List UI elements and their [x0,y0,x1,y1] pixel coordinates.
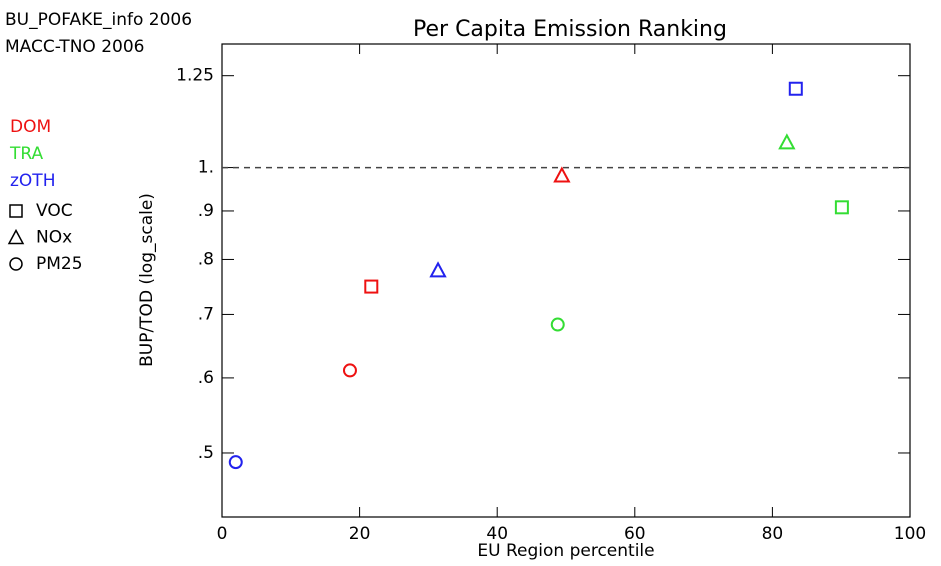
x-tick-label: 20 [349,524,371,544]
legend-entry: NOx [36,228,72,248]
data-point [550,317,565,332]
x-tick-label: 100 [894,524,926,544]
annotation: BU_POFAKE_info 2006 [5,10,192,30]
data-point [364,279,379,294]
y-tick-label: 1. [198,158,214,178]
data-point [429,261,447,278]
data-point [342,363,357,378]
x-tick-label: 60 [624,524,646,544]
y-tick-label: .9 [198,201,214,221]
data-point [834,200,849,215]
legend-entry: PM25 [36,254,83,274]
y-axis-label: BUP/TOD (log_scale) [137,193,157,367]
legend-symbol [9,257,23,271]
legend-entry: TRA [9,144,44,164]
y-tick-label: 1.25 [176,66,214,86]
plot-frame [221,43,911,518]
legend-symbol [7,228,25,245]
data-point [788,81,803,96]
chart-title: Per Capita Emission Ranking [413,17,727,42]
y-tick-label: .5 [198,443,214,463]
x-tick-label: 80 [762,524,784,544]
data-point [778,133,796,150]
x-tick-label: 0 [217,524,228,544]
data-point [228,455,243,470]
legend-entry: zOTH [10,171,55,191]
legend-entry: VOC [36,201,73,221]
y-tick-label: .6 [198,368,214,388]
data-point [553,166,571,183]
legend-entry: DOM [10,117,51,137]
x-tick-label: 40 [486,524,508,544]
x-axis-label: EU Region percentile [477,541,654,561]
legend-symbol [9,204,23,218]
y-tick-label: .8 [198,249,214,269]
y-tick-label: .7 [198,304,214,324]
annotation: MACC-TNO 2006 [5,37,144,57]
